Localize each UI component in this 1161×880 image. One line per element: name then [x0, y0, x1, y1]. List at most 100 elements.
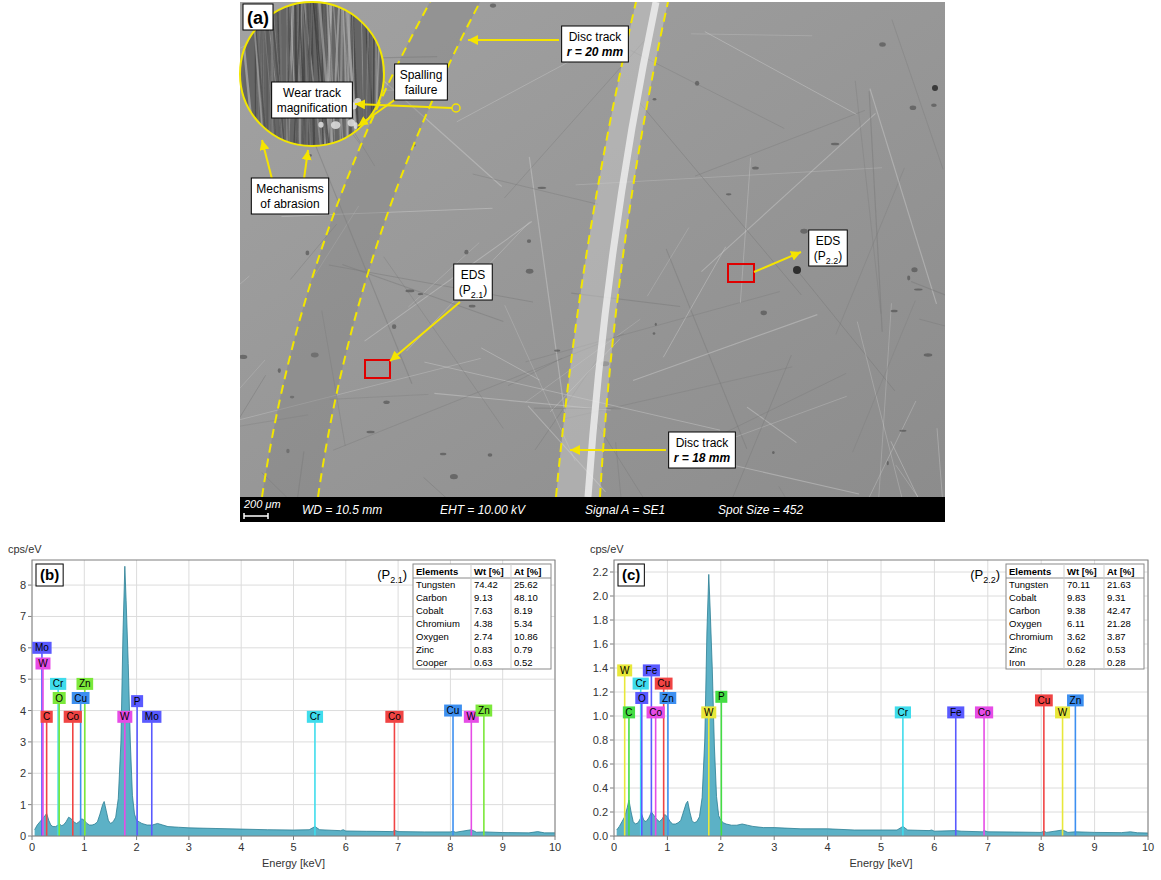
- track-band: [556, 2, 668, 497]
- element-line: [655, 712, 657, 836]
- element-label-text: Cr: [898, 707, 909, 718]
- scratch: [747, 407, 796, 443]
- pit: [924, 353, 933, 356]
- scratch: [666, 249, 747, 449]
- element-label-text: W: [38, 658, 48, 669]
- pit: [450, 474, 458, 479]
- element-label-text: Fe: [646, 665, 658, 676]
- table-frame: [1006, 564, 1144, 669]
- pit: [554, 350, 560, 352]
- spectrum-line: [617, 574, 1148, 833]
- element-label-text: C: [43, 711, 50, 722]
- element-line: [41, 648, 43, 836]
- element-label: Zn: [476, 705, 493, 717]
- tick: [28, 616, 32, 617]
- tick: [28, 804, 32, 805]
- element-label-text: Cr: [635, 678, 646, 689]
- element-label-box: [947, 706, 964, 718]
- element-label-box: [617, 664, 632, 676]
- element-label-box: [895, 706, 911, 718]
- table-cell: 0.79: [514, 644, 533, 655]
- scratch: [633, 315, 817, 381]
- text-run: (P: [377, 567, 390, 582]
- element-label-text: P: [134, 696, 141, 707]
- element-label: Cr: [633, 678, 649, 690]
- table-cell: Tungsten: [1009, 579, 1048, 590]
- scratch: [705, 32, 857, 115]
- element-label-box: [701, 706, 716, 718]
- scratch: [891, 441, 929, 497]
- tick: [774, 836, 775, 840]
- tick-label: 6: [20, 642, 26, 654]
- element-label-box: [385, 711, 403, 723]
- tick: [610, 812, 614, 813]
- table-cell: 21.63: [1107, 579, 1131, 590]
- tick-label: 7: [985, 841, 991, 853]
- table-cell: 2.74: [474, 631, 493, 642]
- pit: [464, 250, 468, 255]
- element-label-box: [975, 706, 993, 718]
- tick: [28, 679, 32, 680]
- pit: [726, 193, 732, 195]
- text-run: ): [483, 283, 487, 297]
- tick: [610, 668, 614, 669]
- element-line: [394, 717, 396, 836]
- text-run: Disc track: [569, 30, 623, 44]
- table-cell: 21.28: [1107, 618, 1131, 629]
- scratch: [695, 110, 865, 176]
- scale-bar-label: 200 μm: [243, 498, 281, 510]
- element-label-text: Cu: [74, 693, 87, 704]
- callout-box: [251, 178, 328, 214]
- table-header: Wt [%]: [1067, 566, 1097, 577]
- table-header: Elements: [1009, 566, 1051, 577]
- callout: EDS(P2.1): [454, 264, 493, 300]
- panel-letter-text: (b): [40, 566, 59, 583]
- text-run: r = 18 mm: [674, 451, 731, 465]
- tick: [610, 788, 614, 789]
- tick-label: 6: [343, 841, 349, 853]
- streak: [372, 0, 374, 150]
- tick-label: 1.0: [593, 710, 608, 722]
- table-cell: Zinc: [1009, 644, 1027, 655]
- element-label-text: W: [1058, 707, 1068, 718]
- element-label-box: [142, 711, 161, 723]
- element-label-box: [35, 658, 50, 670]
- element-line: [708, 712, 710, 836]
- element-label-box: [643, 664, 660, 676]
- spectrum-area: [617, 574, 1148, 836]
- tick: [84, 836, 85, 840]
- inset: [238, 0, 403, 150]
- tick-label: 10: [1142, 841, 1154, 853]
- element-label: Fe: [643, 664, 660, 676]
- element-label-text: C: [625, 707, 632, 718]
- tick: [610, 620, 614, 621]
- table-cell: 3.87: [1107, 631, 1126, 642]
- callout-box: [395, 64, 448, 100]
- pit: [653, 98, 657, 101]
- element-label-text: Cr: [310, 711, 321, 722]
- callout-text: EDS: [816, 234, 841, 248]
- element-line: [983, 712, 985, 836]
- element-label: O: [53, 692, 66, 704]
- pit: [752, 166, 759, 169]
- table-cell: 6.11: [1067, 618, 1085, 629]
- tick-label: 3: [20, 736, 26, 748]
- streak: [288, 0, 289, 150]
- tick: [1094, 836, 1095, 840]
- text-run: 2.1: [390, 575, 403, 585]
- element-line: [57, 684, 59, 836]
- tick-label: 7: [395, 841, 401, 853]
- scratch: [647, 227, 689, 296]
- pit: [383, 400, 389, 403]
- tick-label: 1: [664, 841, 670, 853]
- callout-text: failure: [405, 83, 438, 97]
- element-label: Co: [975, 706, 993, 718]
- table-rule: [511, 564, 512, 669]
- scratch: [481, 348, 539, 380]
- table-header: Elements: [416, 566, 458, 577]
- grid-line: [881, 560, 882, 836]
- element-line: [483, 711, 485, 836]
- callout-text: EDS: [461, 268, 486, 282]
- element-label-text: Fe: [950, 707, 962, 718]
- streak: [307, 0, 314, 150]
